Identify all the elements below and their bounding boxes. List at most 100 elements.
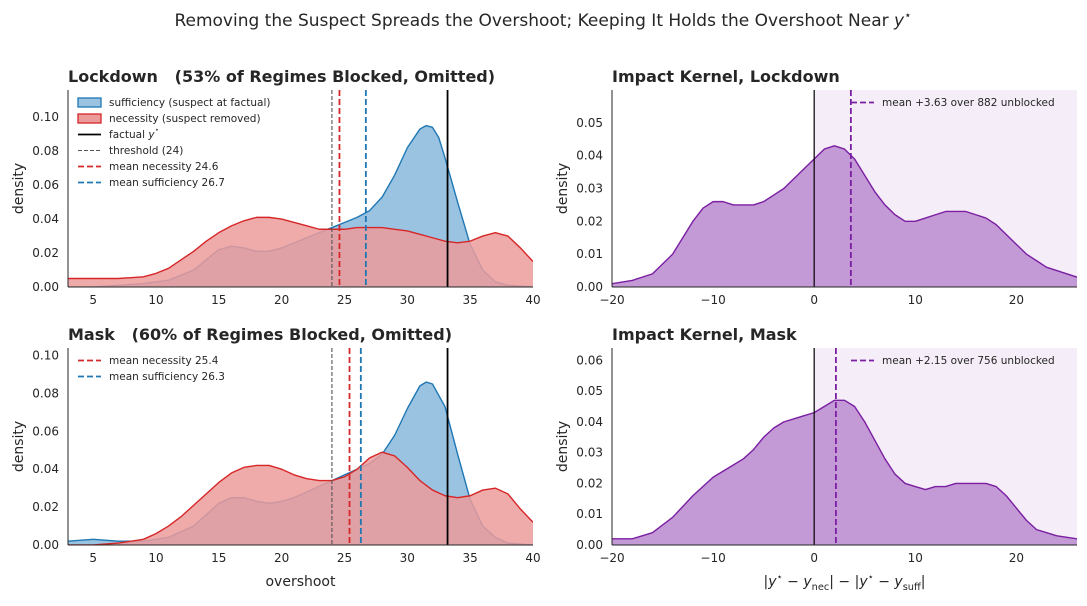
x-tick-label: 20 — [274, 293, 289, 307]
legend-patch-1 — [77, 113, 102, 124]
x-tick-label: 15 — [211, 551, 226, 565]
panel-title: Impact Kernel, Mask — [612, 325, 797, 344]
y-tick-label: 0.06 — [32, 424, 59, 438]
legend-label: necessity (suspect removed) — [109, 113, 261, 125]
x-tick-label: 5 — [89, 551, 97, 565]
plot-area — [68, 348, 533, 545]
x-axis-label-part: ⋆ — [868, 572, 874, 583]
legend-label-var: y — [147, 129, 155, 141]
legend-label: mean +3.63 over 882 unblocked — [882, 97, 1055, 109]
legend: mean necessity 25.4 mean sufficiency 26.3 — [78, 355, 225, 383]
plot-area — [612, 348, 1077, 545]
x-tick-label: 0 — [810, 293, 818, 307]
y-tick-label: 0.00 — [576, 280, 603, 294]
y-axis-label: density — [555, 421, 571, 472]
series-line-1 — [68, 216, 533, 280]
x-tick-label: 40 — [525, 551, 540, 565]
x-axis-label-part: | — [764, 574, 769, 590]
series-line-0 — [612, 145, 1077, 285]
plot-area — [68, 90, 533, 287]
y-axis-label: density — [11, 421, 27, 472]
x-axis-label-part: y — [893, 574, 903, 590]
panel-mask-kernel: −20 −10 0 10 20 0.00 0.01 0.02 0.03 0.04 0.05 0.06 I… — [555, 325, 1077, 593]
y-tick-label: 0.06 — [32, 178, 59, 192]
x-tick-label: 25 — [337, 551, 352, 565]
x-tick-label: 5 — [89, 293, 97, 307]
panel-lockdown-kernel: −20 −10 0 10 20 0.00 0.01 0.02 0.03 0.04 0.05 Impac… — [555, 67, 1077, 307]
x-tick-label: 25 — [337, 293, 352, 307]
y-tick-label: 0.04 — [576, 415, 603, 429]
y-tick-label: 0.02 — [576, 476, 603, 490]
legend-label: factual y⋆ — [109, 125, 159, 141]
x-tick-label: 30 — [400, 293, 415, 307]
y-tick-label: 0.03 — [576, 446, 603, 460]
x-tick-label: 40 — [525, 293, 540, 307]
x-tick-label: −20 — [599, 551, 624, 565]
legend-label: mean sufficiency 26.3 — [109, 371, 225, 383]
y-tick-label: 0.00 — [32, 280, 59, 294]
x-axis-label-part: y — [802, 574, 812, 590]
legend: mean +3.63 over 882 unblocked — [851, 97, 1055, 109]
legend-label: threshold (24) — [109, 145, 183, 157]
suptitle-star: ⋆ — [904, 8, 911, 22]
x-tick-label: 10 — [908, 551, 923, 565]
x-tick-label: 35 — [463, 551, 478, 565]
y-tick-label: 0.04 — [576, 149, 603, 163]
y-tick-label: 0.04 — [32, 212, 59, 226]
x-axis-label-part: − — [783, 574, 804, 590]
x-tick-label: 20 — [274, 551, 289, 565]
legend-label-star: ⋆ — [155, 125, 160, 134]
x-tick-label: 20 — [1009, 293, 1024, 307]
series-area-0 — [612, 145, 1077, 287]
suptitle-var: y — [893, 11, 905, 31]
y-axis-label: density — [555, 163, 571, 214]
x-axis-label: overshoot — [265, 574, 336, 590]
legend: sufficiency (suspect at factual) necessit… — [77, 97, 270, 189]
x-tick-label: 10 — [908, 293, 923, 307]
x-tick-label: 10 — [148, 551, 163, 565]
x-tick-label: 30 — [400, 551, 415, 565]
y-tick-label: 0.00 — [576, 538, 603, 552]
legend-label: mean +2.15 over 756 unblocked — [882, 355, 1055, 367]
suptitle-text: Removing the Suspect Spreads the Oversho… — [174, 11, 894, 31]
legend-label: mean sufficiency 26.7 — [109, 177, 225, 189]
y-tick-label: 0.10 — [32, 110, 59, 124]
y-tick-label: 0.02 — [576, 214, 603, 228]
x-tick-label: 15 — [211, 293, 226, 307]
x-axis-label-part: ⋆ — [777, 572, 783, 583]
legend-label-text: factual — [109, 129, 148, 141]
series-line-0 — [612, 399, 1077, 540]
x-tick-label: 10 — [148, 293, 163, 307]
y-tick-label: 0.06 — [576, 353, 603, 367]
legend-patch-0 — [77, 97, 102, 108]
legend-label: sufficiency (suspect at factual) — [109, 97, 270, 109]
x-tick-label: −20 — [599, 293, 624, 307]
x-axis-label-part: nec — [812, 582, 830, 593]
x-tick-label: 35 — [463, 293, 478, 307]
legend: mean +2.15 over 756 unblocked — [851, 355, 1055, 367]
panel-title: Impact Kernel, Lockdown — [612, 67, 840, 86]
x-axis-label: |y⋆ − ynec| − |y⋆ − ysuff| — [764, 572, 926, 593]
legend-label: mean necessity 24.6 — [109, 161, 219, 173]
series-area-1 — [68, 217, 533, 287]
series-area-0 — [612, 400, 1077, 545]
panel-title: Lockdown (53% of Regimes Blocked, Omitte… — [68, 67, 495, 86]
y-tick-label: 0.05 — [576, 384, 603, 398]
y-tick-label: 0.10 — [32, 349, 59, 363]
y-tick-label: 0.05 — [576, 116, 603, 130]
x-axis-label-part: suff — [903, 582, 921, 593]
y-tick-label: 0.02 — [32, 246, 59, 260]
legend-label: mean necessity 25.4 — [109, 355, 219, 367]
y-tick-label: 0.03 — [576, 182, 603, 196]
x-tick-label: 0 — [810, 551, 818, 565]
x-axis-label-part: y — [767, 574, 777, 590]
y-tick-label: 0.08 — [32, 386, 59, 400]
x-tick-label: 20 — [1009, 551, 1024, 565]
y-axis-label: density — [11, 163, 27, 214]
x-tick-label: −10 — [700, 551, 725, 565]
x-axis-label-part: y — [858, 574, 868, 590]
x-tick-label: −10 — [700, 293, 725, 307]
y-tick-label: 0.08 — [32, 144, 59, 158]
